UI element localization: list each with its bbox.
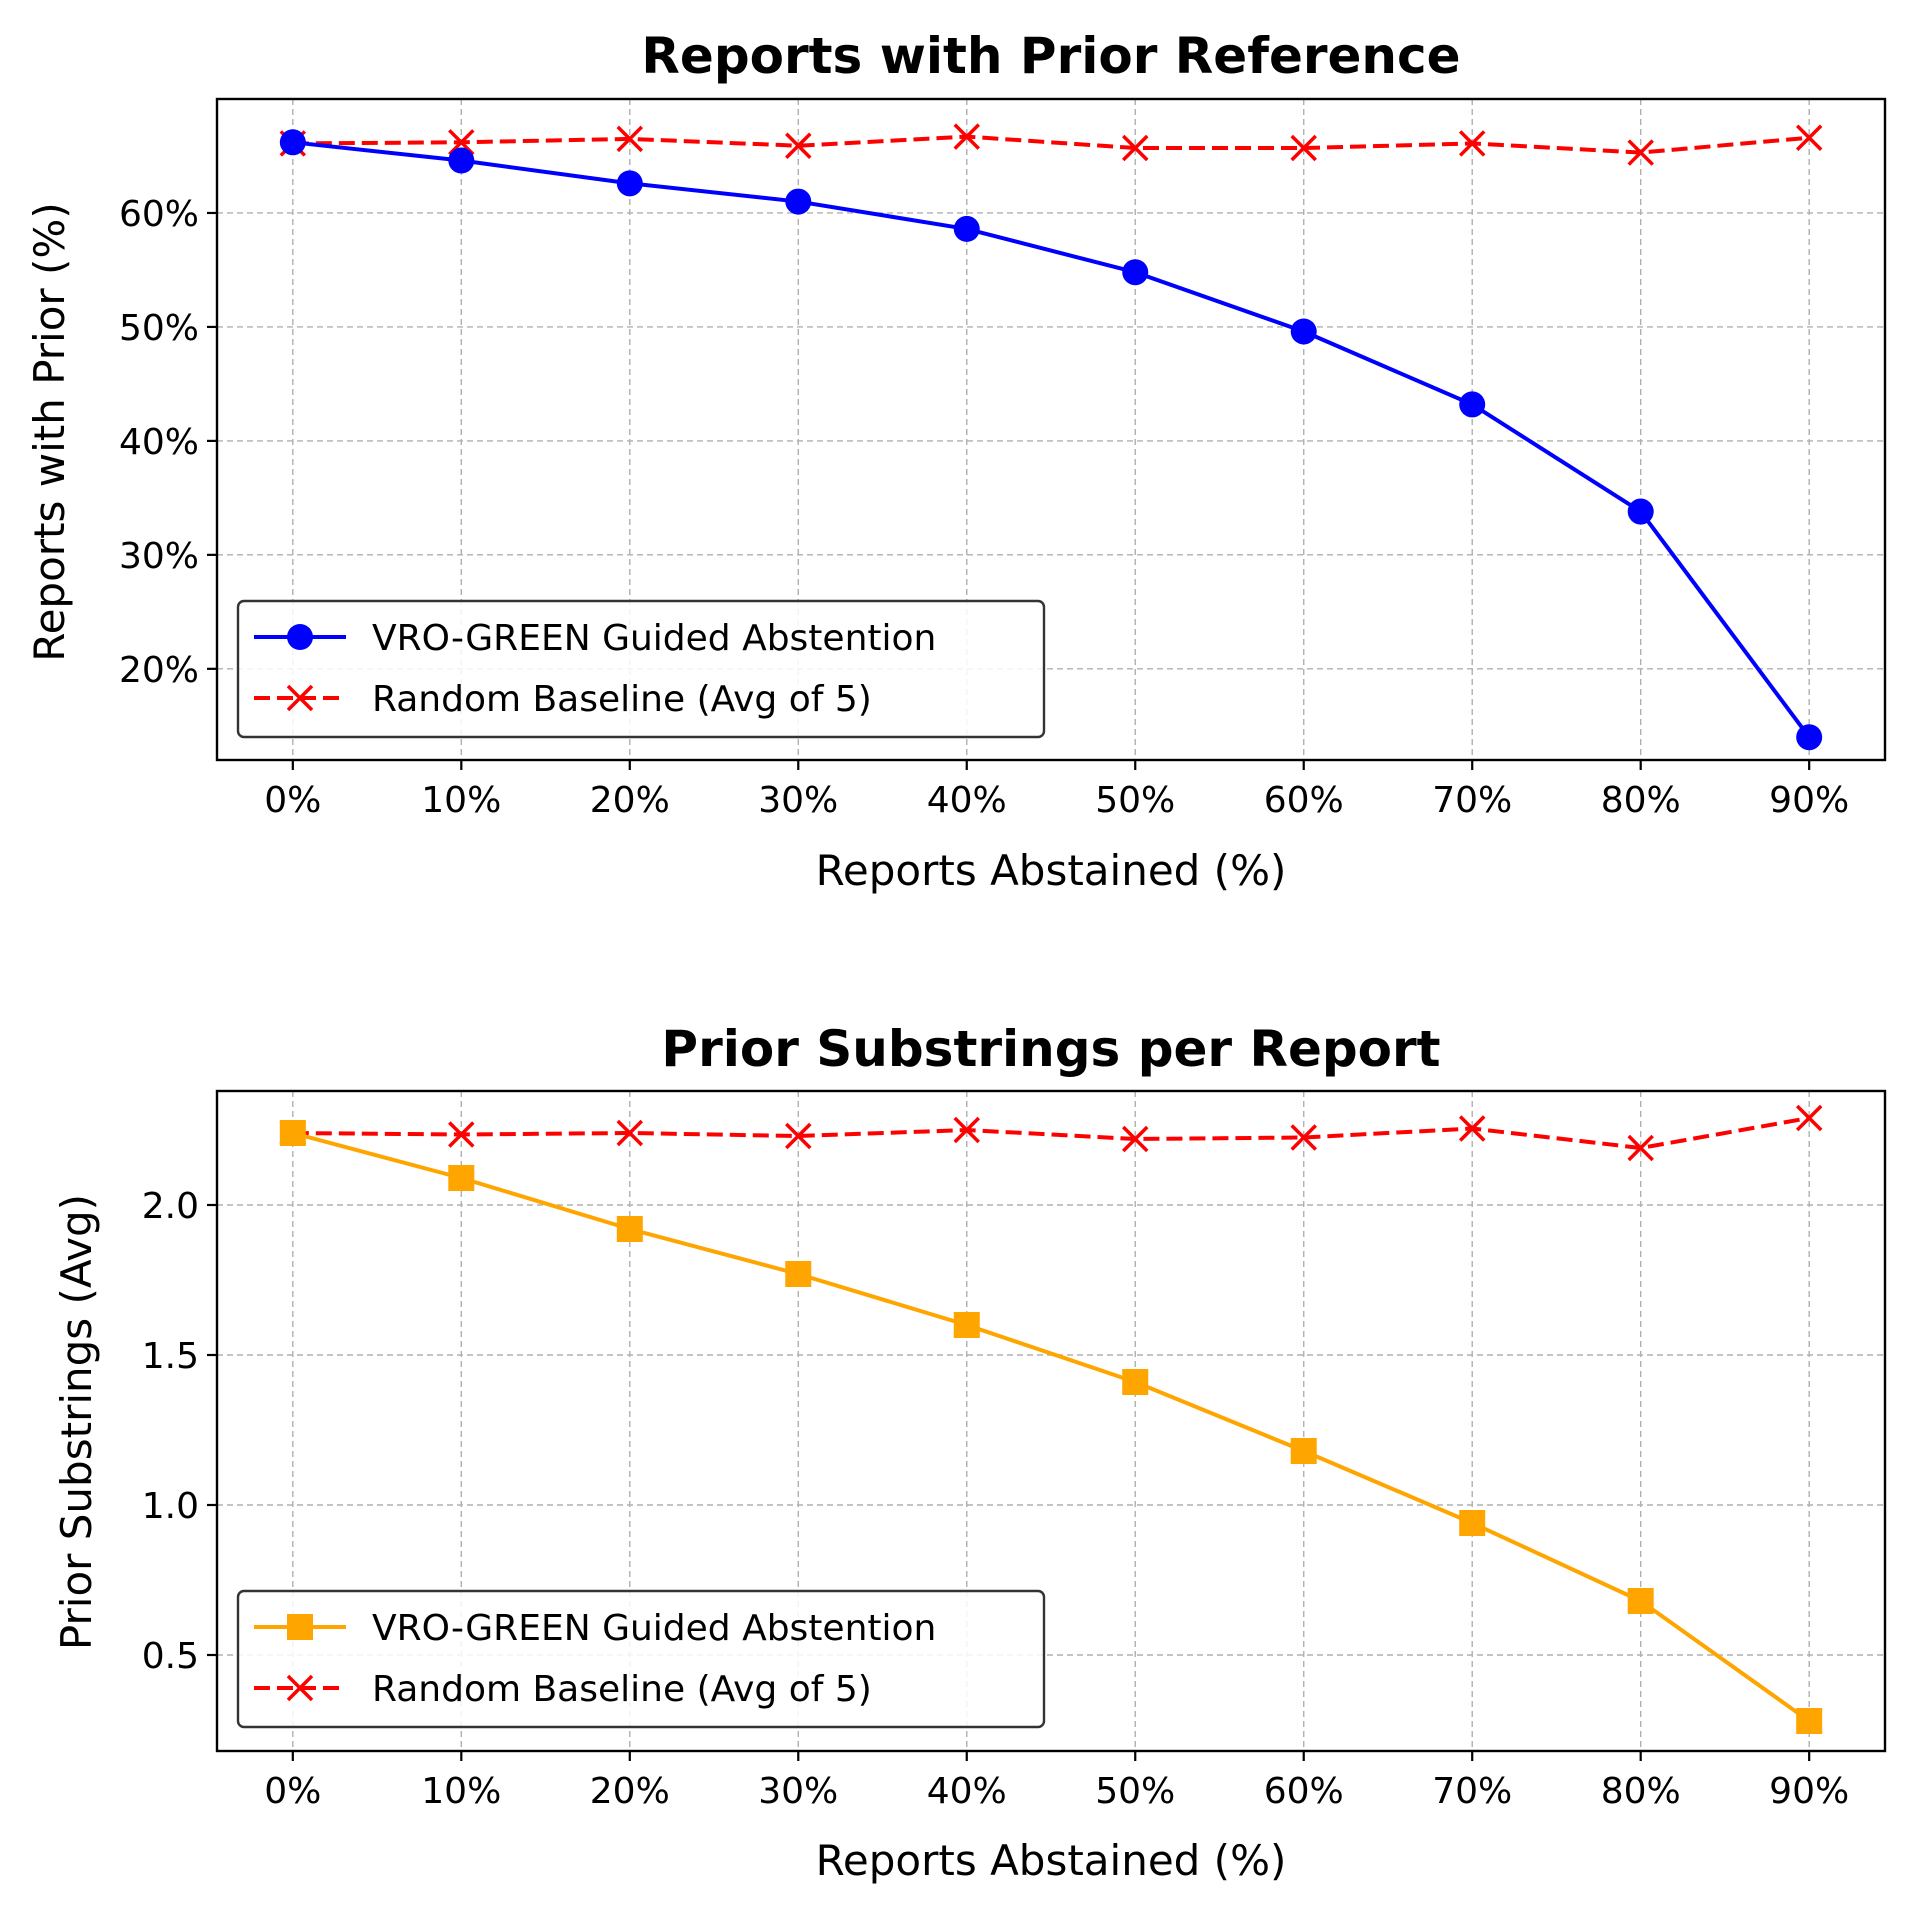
data-point <box>953 1116 980 1144</box>
data-point <box>1627 498 1654 525</box>
y-tick-label: 1.0 <box>142 1486 199 1527</box>
series-line-guided <box>292 1131 1811 1723</box>
data-point <box>1290 134 1317 162</box>
data-point <box>616 1216 643 1242</box>
x-tick-label: 50% <box>1095 780 1175 821</box>
legend-label-random: Random Baseline (Avg of 5) <box>372 679 872 720</box>
x-tick-label: 40% <box>927 1771 1007 1812</box>
data-point <box>1290 1438 1317 1464</box>
chart-title: Reports with Prior Reference <box>641 27 1460 85</box>
data-point <box>953 1312 980 1338</box>
series-line-random <box>292 1116 1810 1150</box>
x-tick-label: 20% <box>590 780 670 821</box>
y-tick-label: 2.0 <box>142 1186 199 1227</box>
data-point <box>616 125 644 153</box>
x-axis-label: Reports Abstained (%) <box>816 846 1287 895</box>
data-point <box>1290 318 1317 345</box>
legend-label-random: Random Baseline (Avg of 5) <box>372 1669 872 1710</box>
plot-area-frame <box>215 1089 1887 1753</box>
x-tick-label: 70% <box>1432 780 1512 821</box>
legend: VRO-GREEN Guided Abstention Random Basel… <box>236 1589 1046 1729</box>
data-point <box>1795 124 1823 151</box>
data-point <box>448 147 475 174</box>
data-point <box>616 170 643 197</box>
legend-box <box>236 1589 1046 1729</box>
data-point <box>1122 1369 1149 1395</box>
data-point <box>785 188 812 215</box>
data-point <box>448 1165 475 1191</box>
x-tick-label: 60% <box>1264 1771 1344 1812</box>
x-tick-label: 10% <box>421 1771 501 1812</box>
data-point <box>1796 1708 1823 1734</box>
chart-reports-with-prior: Reports with Prior Reference Reports Abs… <box>25 27 1887 895</box>
series-line-guided <box>292 140 1811 739</box>
x-tick-label: 80% <box>1601 1771 1681 1812</box>
data-point <box>1122 134 1149 162</box>
y-tick-label: 1.5 <box>142 1336 199 1377</box>
data-point <box>1795 1104 1823 1132</box>
data-point <box>1627 1134 1654 1162</box>
data-point <box>1290 1124 1317 1151</box>
x-tick-label: 40% <box>927 780 1007 821</box>
legend-label-guided: VRO-GREEN Guided Abstention <box>372 618 936 659</box>
chart-title: Prior Substrings per Report <box>661 1020 1440 1078</box>
data-point <box>1122 1125 1149 1153</box>
plot-area-frame <box>215 97 1887 762</box>
x-tick-label: 90% <box>1769 780 1849 821</box>
data-point <box>785 1122 812 1150</box>
data-point <box>448 1121 475 1148</box>
data-point <box>616 1119 644 1147</box>
data-point <box>1459 391 1486 418</box>
legend-marker-guided <box>287 624 313 650</box>
legend: VRO-GREEN Guided Abstention Random Basel… <box>236 599 1046 739</box>
data-point <box>785 1261 812 1287</box>
y-tick-label: 50% <box>119 308 199 349</box>
x-tick-label: 10% <box>421 780 501 821</box>
data-point <box>1122 259 1149 286</box>
y-tick-label: 60% <box>119 194 199 235</box>
chart-prior-substrings: Prior Substrings per Report Reports Abst… <box>52 1020 1887 1885</box>
y-tick-label: 0.5 <box>142 1636 199 1677</box>
legend-marker-guided <box>287 1614 313 1640</box>
x-tick-label: 30% <box>758 780 838 821</box>
data-point <box>1796 724 1823 751</box>
data-point <box>785 132 812 159</box>
x-tick-label: 60% <box>1264 780 1344 821</box>
series-line-random <box>292 134 1810 155</box>
data-point <box>279 129 306 156</box>
legend-box <box>236 599 1046 739</box>
x-tick-label: 50% <box>1095 1771 1175 1812</box>
data-point <box>1627 1588 1654 1614</box>
data-point <box>1627 139 1654 166</box>
y-tick-label: 30% <box>119 536 199 577</box>
data-point <box>1459 1510 1486 1536</box>
data-point <box>953 215 980 242</box>
x-tick-label: 30% <box>758 1771 838 1812</box>
legend-label-guided: VRO-GREEN Guided Abstention <box>372 1608 936 1649</box>
legend-marker-random <box>286 684 314 712</box>
y-tick-label: 40% <box>119 422 199 463</box>
y-tick-label: 20% <box>119 650 199 691</box>
y-axis-label: Reports with Prior (%) <box>25 202 74 661</box>
legend-marker-random <box>286 1674 314 1702</box>
x-tick-label: 90% <box>1769 1771 1849 1812</box>
x-tick-label: 0% <box>264 780 321 821</box>
x-tick-label: 20% <box>590 1771 670 1812</box>
y-axis-label: Prior Substrings (Avg) <box>52 1194 101 1650</box>
data-point <box>1458 1115 1486 1142</box>
x-tick-label: 0% <box>264 1771 321 1812</box>
x-axis-label: Reports Abstained (%) <box>816 1836 1287 1885</box>
data-point <box>279 1120 306 1146</box>
data-point <box>953 123 980 150</box>
data-point <box>1458 130 1486 157</box>
x-tick-label: 70% <box>1432 1771 1512 1812</box>
x-tick-label: 80% <box>1601 780 1681 821</box>
